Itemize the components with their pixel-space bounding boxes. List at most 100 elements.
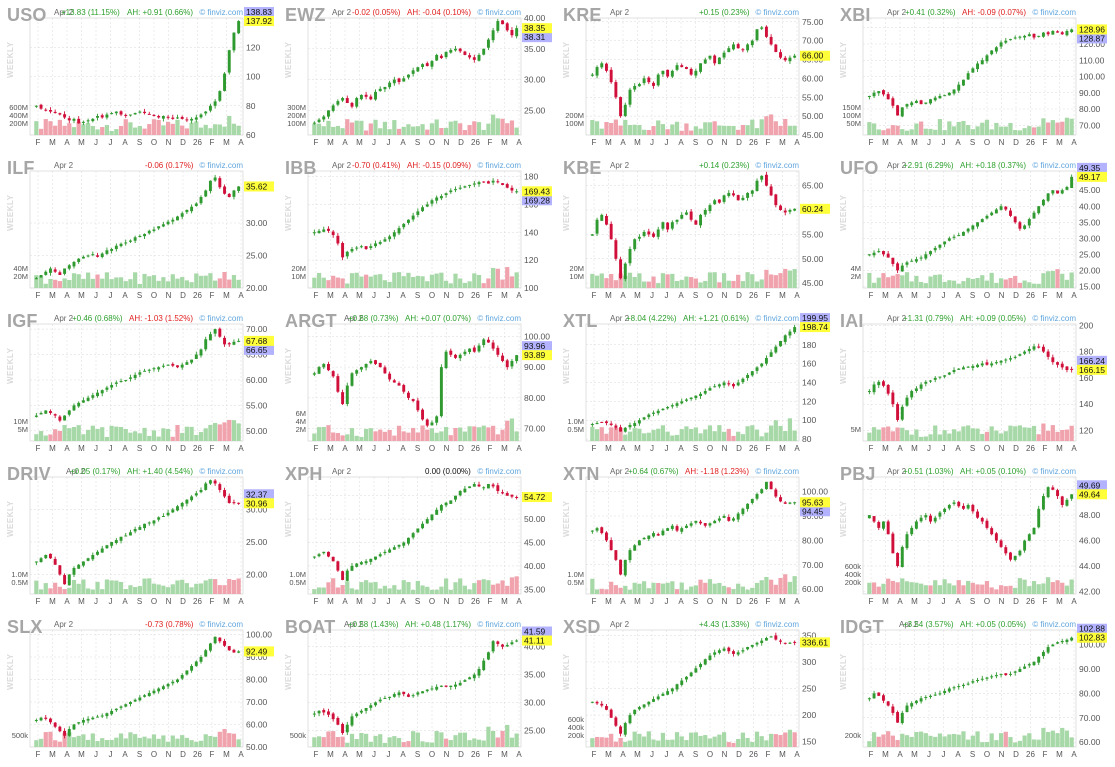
x-tick-label: A — [516, 444, 522, 453]
candle-body — [161, 516, 165, 517]
volume-bar — [989, 587, 994, 594]
candle-body — [647, 535, 651, 540]
chart-panel-xtl[interactable]: 80 100 120 140 160 180 F M A M J J A S O N D 26 F M A 1.0M 0.5… — [556, 306, 831, 457]
candle-body — [600, 63, 604, 68]
x-tick-label: J — [94, 138, 98, 147]
chart-panel-boat[interactable]: 25.00 30.00 35.00 40.00 F M A M J J A S O N D 26 F M A 500k… — [278, 612, 553, 763]
candle-body — [138, 372, 142, 375]
volume-bar — [175, 119, 180, 135]
candle-body — [656, 534, 660, 536]
close-price-tag — [1077, 489, 1107, 500]
x-tick-label: 26 — [193, 750, 202, 759]
x-tick-label: J — [942, 291, 946, 300]
volume-bar — [956, 580, 961, 594]
chart-panel-xph[interactable]: 35.0040.0045.0050.0055.00FMAMJJASOND26FM… — [278, 459, 553, 610]
volume-bar — [980, 433, 985, 441]
chart-panel-kbe[interactable]: 45.0050.0055.0060.0065.00FMAMJJASOND26FM… — [556, 153, 831, 304]
x-tick-label: J — [650, 750, 654, 759]
chart-panel-argt[interactable]: 70.00 80.00 90.00 100.00 F M A M J J A S O N D 26 F M A 6M 4… — [278, 306, 553, 457]
volume-bar — [1022, 128, 1027, 135]
volume-bar — [345, 581, 350, 594]
candle-body — [501, 183, 504, 185]
x-tick-label: J — [927, 597, 931, 606]
chart-panel-idgt[interactable]: 60.00 70.00 80.00 90.00 100.00 F M A M J J A S O N D 26 F… — [833, 612, 1108, 763]
x-tick-label: 26 — [749, 750, 758, 759]
candle-body — [788, 642, 792, 644]
volume-bar — [53, 582, 58, 594]
volume-bar — [184, 128, 190, 135]
candle-body — [886, 94, 890, 100]
chart-panel-slx[interactable]: 50.00 60.00 70.00 80.00 90.00 100.00 F M A M J J A S O… — [0, 612, 275, 763]
candle-body — [1009, 210, 1012, 216]
candle-body — [1065, 187, 1069, 190]
candle-body — [590, 530, 594, 532]
price-change: +0.58 (1.43%) — [348, 620, 399, 629]
x-tick-label: F — [36, 138, 41, 147]
chart-panel-iai[interactable]: 120 140 160 180 200 F M A M J J A S O N D 26 F M A 5M 166.24 1… — [833, 306, 1108, 457]
candle-body — [633, 545, 637, 551]
candle-body — [886, 521, 890, 535]
candle-body — [378, 362, 382, 368]
candle-body — [764, 357, 768, 364]
chart-panel-ibb[interactable]: 100120140160180FMAMJJASOND26FMA20M10M169… — [278, 153, 553, 304]
candle-body — [72, 118, 76, 121]
volume-bar — [57, 741, 62, 747]
chart-panel-ufo[interactable]: 15.00 20.00 25.00 30.00 35.00 40.00 45.00 F M A M J… — [833, 153, 1108, 304]
x-tick-label: A — [516, 291, 522, 300]
candle-body — [1013, 356, 1017, 358]
volume-bar — [604, 278, 609, 288]
volume-bar — [448, 740, 453, 747]
candle-body — [722, 516, 726, 518]
volume-bar — [90, 125, 95, 135]
chart-panel-ewz[interactable]: 25.00 30.00 35.00 40.00 F M A M J J A S O N D 26 F M A 300M… — [278, 0, 553, 151]
x-tick-label: O — [984, 597, 990, 606]
volume-bar — [396, 272, 402, 288]
chart-panel-driv[interactable]: 20.00 25.00 30.00 F M A M J J A S O N D 26 F M A 1.0M 0.5M 3… — [0, 459, 275, 610]
x-tick-label: M — [356, 597, 363, 606]
candle-body — [713, 55, 717, 64]
period-label: WEEKLY — [562, 41, 571, 79]
date-label: Apr 2 — [610, 8, 630, 17]
candle-body — [204, 190, 208, 197]
chart-panel-pbj[interactable]: 42.0044.0046.0048.0050.00FMAMJJASOND26FM… — [833, 459, 1108, 610]
volume-bar — [641, 433, 647, 441]
chart-panel-xsd[interactable]: 150 200 250 300 350 F M A M J J A S O N D 26 F M A 600k 400k 2… — [556, 612, 831, 763]
candle-body — [119, 243, 123, 247]
volume-bar — [401, 431, 406, 441]
x-tick-label: 26 — [749, 291, 758, 300]
chart-panel-igf[interactable]: 50.0055.0060.0065.0070.00FMAMJJASOND26FM… — [0, 306, 275, 457]
volume-bar — [81, 278, 86, 288]
x-tick-label: N — [999, 444, 1005, 453]
x-tick-label: S — [415, 444, 420, 453]
chart-panel-xtn[interactable]: 60.0070.0080.0090.00100.00FMAMJJASOND26F… — [556, 459, 831, 610]
candle-body — [468, 677, 472, 680]
candle-body — [350, 373, 354, 386]
x-tick-label: A — [955, 597, 961, 606]
candle-body — [614, 240, 618, 259]
candle-body — [91, 555, 95, 560]
y-tick-label: 48.00 — [1079, 510, 1101, 520]
chart-panel-uso[interactable]: 60 80 100 120 F M A M J J A S O N D 26 F M A 600M 400M 200M 13… — [0, 0, 275, 151]
candle-body — [590, 424, 594, 426]
candle-body — [472, 347, 476, 352]
candle-body — [100, 548, 104, 553]
volume-bar — [133, 587, 138, 594]
volume-bar — [109, 739, 114, 747]
chart-panel-ilf[interactable]: 20.00 25.00 30.00 F M A M J J A S O N D 26 F M A 40M 20M 35.… — [0, 153, 275, 304]
volume-bar — [231, 123, 237, 135]
candle-body — [713, 386, 717, 388]
candle-body — [1056, 362, 1059, 365]
x-tick-label: O — [429, 444, 435, 453]
volume-bar — [947, 280, 952, 288]
candle-body — [914, 388, 918, 392]
after-hours-price-tag — [244, 7, 274, 18]
chart-panel-xbi[interactable]: 70.0080.0090.00100.00110.00120.00130.00F… — [833, 0, 1108, 151]
chart-panel-kre[interactable]: 45.0050.0055.0060.0065.0070.0075.00FMAMJ… — [556, 0, 831, 151]
volume-bar — [443, 426, 449, 441]
candle-body — [152, 368, 156, 370]
x-tick-label: M — [605, 750, 612, 759]
close-price: 60.24 — [802, 204, 824, 214]
price-change: +0.15 (0.23%) — [699, 8, 750, 17]
x-tick-label: J — [942, 444, 946, 453]
x-tick-label: J — [387, 750, 391, 759]
